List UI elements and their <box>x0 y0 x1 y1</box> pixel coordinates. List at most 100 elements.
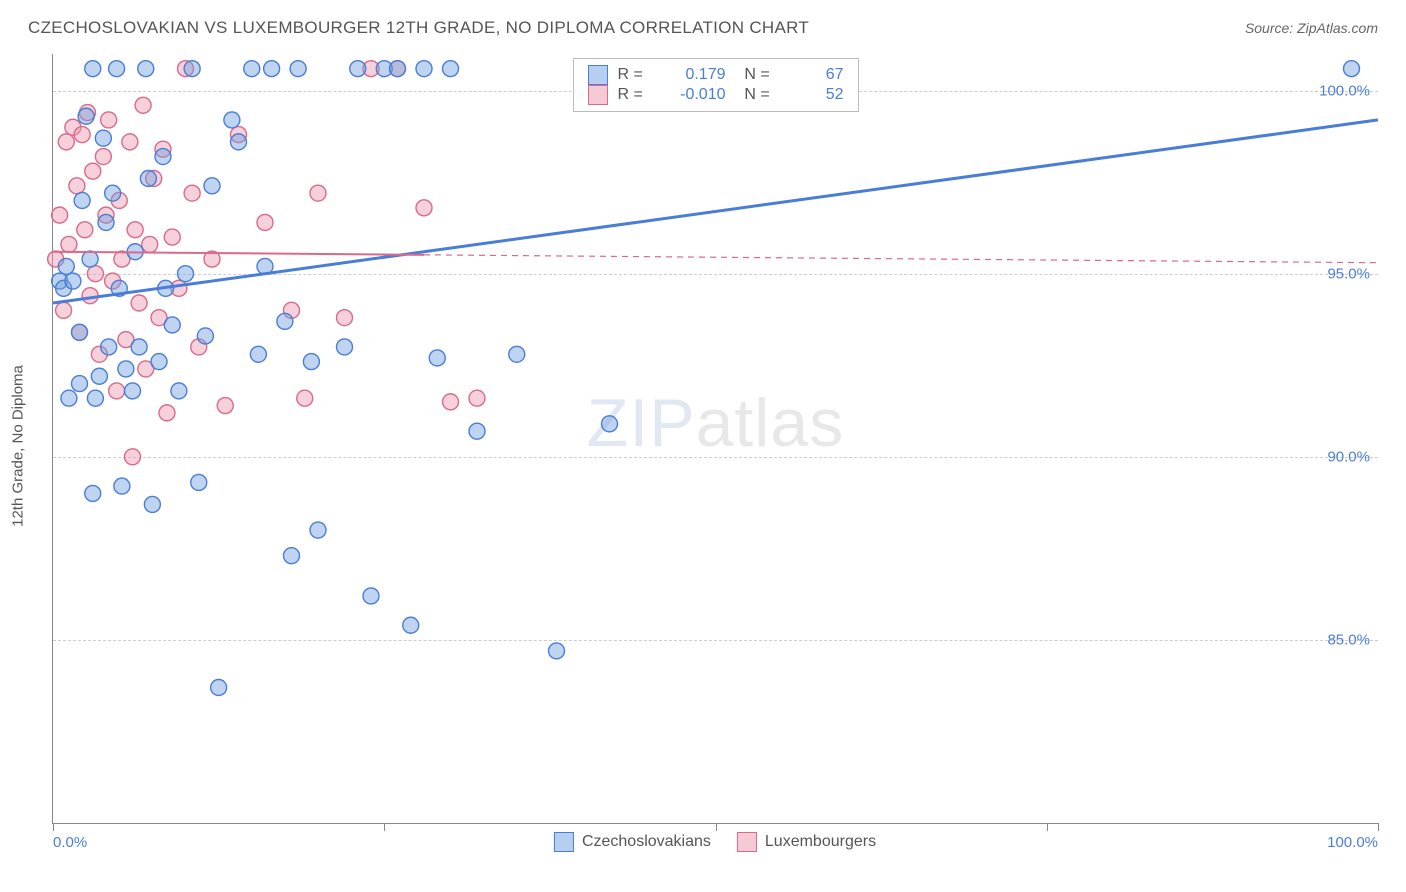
data-point <box>114 478 130 494</box>
data-point <box>164 317 180 333</box>
data-point <box>125 449 141 465</box>
data-point <box>118 361 134 377</box>
data-point <box>178 266 194 282</box>
data-point <box>337 310 353 326</box>
data-point <box>56 302 72 318</box>
data-point <box>109 383 125 399</box>
data-point <box>72 324 88 340</box>
r-label: R = <box>618 66 654 84</box>
n-label: N = <box>736 66 772 84</box>
data-point <box>127 222 143 238</box>
r-label: R = <box>618 86 654 104</box>
chart-title: CZECHOSLOVAKIAN VS LUXEMBOURGER 12TH GRA… <box>28 18 809 38</box>
data-point <box>363 588 379 604</box>
data-point <box>65 273 81 289</box>
data-point <box>85 61 101 77</box>
data-point <box>155 149 171 165</box>
x-tick <box>1378 823 1379 831</box>
data-point <box>87 266 103 282</box>
legend-item-czech: Czechoslovakians <box>554 832 711 852</box>
trend-line <box>53 252 424 255</box>
data-point <box>310 185 326 201</box>
data-point <box>52 207 68 223</box>
y-tick-label: 85.0% <box>1327 631 1370 648</box>
x-tick <box>716 823 717 831</box>
data-point <box>101 112 117 128</box>
data-point <box>337 339 353 355</box>
data-point <box>204 178 220 194</box>
legend-item-lux: Luxembourgers <box>737 832 876 852</box>
data-point <box>91 368 107 384</box>
data-point <box>297 390 313 406</box>
data-point <box>184 61 200 77</box>
data-point <box>277 313 293 329</box>
y-tick-label: 95.0% <box>1327 265 1370 282</box>
data-point <box>602 416 618 432</box>
data-point <box>284 548 300 564</box>
data-point <box>61 236 77 252</box>
data-point <box>390 61 406 77</box>
data-point <box>95 130 111 146</box>
data-point <box>191 474 207 490</box>
legend-label: Czechoslovakians <box>582 833 711 851</box>
legend-swatch-pink <box>588 85 608 105</box>
data-point <box>171 383 187 399</box>
data-point <box>82 251 98 267</box>
legend-swatch-blue <box>554 832 574 852</box>
r-value-pink: -0.010 <box>664 86 726 104</box>
data-point <box>416 200 432 216</box>
x-tick <box>1047 823 1048 831</box>
data-point <box>443 394 459 410</box>
data-point <box>131 339 147 355</box>
scatter-svg <box>53 54 1378 823</box>
x-tick <box>53 823 54 831</box>
data-point <box>95 149 111 165</box>
data-point <box>74 192 90 208</box>
data-point <box>211 680 227 696</box>
correlation-legend: R = 0.179 N = 67 R = -0.010 N = 52 <box>573 58 859 112</box>
data-point <box>85 163 101 179</box>
data-point <box>140 171 156 187</box>
data-point <box>244 61 260 77</box>
data-point <box>217 398 233 414</box>
n-value-blue: 67 <box>782 66 844 84</box>
data-point <box>443 61 459 77</box>
x-tick-label: 0.0% <box>53 834 87 851</box>
data-point <box>138 61 154 77</box>
data-point <box>469 390 485 406</box>
data-point <box>58 134 74 150</box>
data-point <box>78 108 94 124</box>
chart-area: ZIPatlas R = 0.179 N = 67 R = -0.010 N =… <box>52 54 1378 854</box>
trend-line-extrapolated <box>424 255 1378 263</box>
data-point <box>87 390 103 406</box>
data-point <box>350 61 366 77</box>
data-point <box>416 61 432 77</box>
data-point <box>231 134 247 150</box>
r-value-blue: 0.179 <box>664 66 726 84</box>
data-point <box>509 346 525 362</box>
data-point <box>125 383 141 399</box>
data-point <box>69 178 85 194</box>
y-axis-label: 12th Grade, No Diploma <box>10 365 27 527</box>
y-tick-label: 90.0% <box>1327 448 1370 465</box>
y-tick-label: 100.0% <box>1319 82 1370 99</box>
data-point <box>429 350 445 366</box>
data-point <box>1344 61 1360 77</box>
data-point <box>58 258 74 274</box>
trend-line <box>53 120 1378 303</box>
data-point <box>290 61 306 77</box>
data-point <box>159 405 175 421</box>
series-legend: Czechoslovakians Luxembourgers <box>554 832 876 852</box>
data-point <box>101 339 117 355</box>
data-point <box>131 295 147 311</box>
data-point <box>74 127 90 143</box>
data-point <box>72 376 88 392</box>
legend-label: Luxembourgers <box>765 833 876 851</box>
n-label: N = <box>736 86 772 104</box>
data-point <box>122 134 138 150</box>
data-point <box>105 185 121 201</box>
data-point <box>144 496 160 512</box>
n-value-pink: 52 <box>782 86 844 104</box>
data-point <box>142 236 158 252</box>
data-point <box>264 61 280 77</box>
